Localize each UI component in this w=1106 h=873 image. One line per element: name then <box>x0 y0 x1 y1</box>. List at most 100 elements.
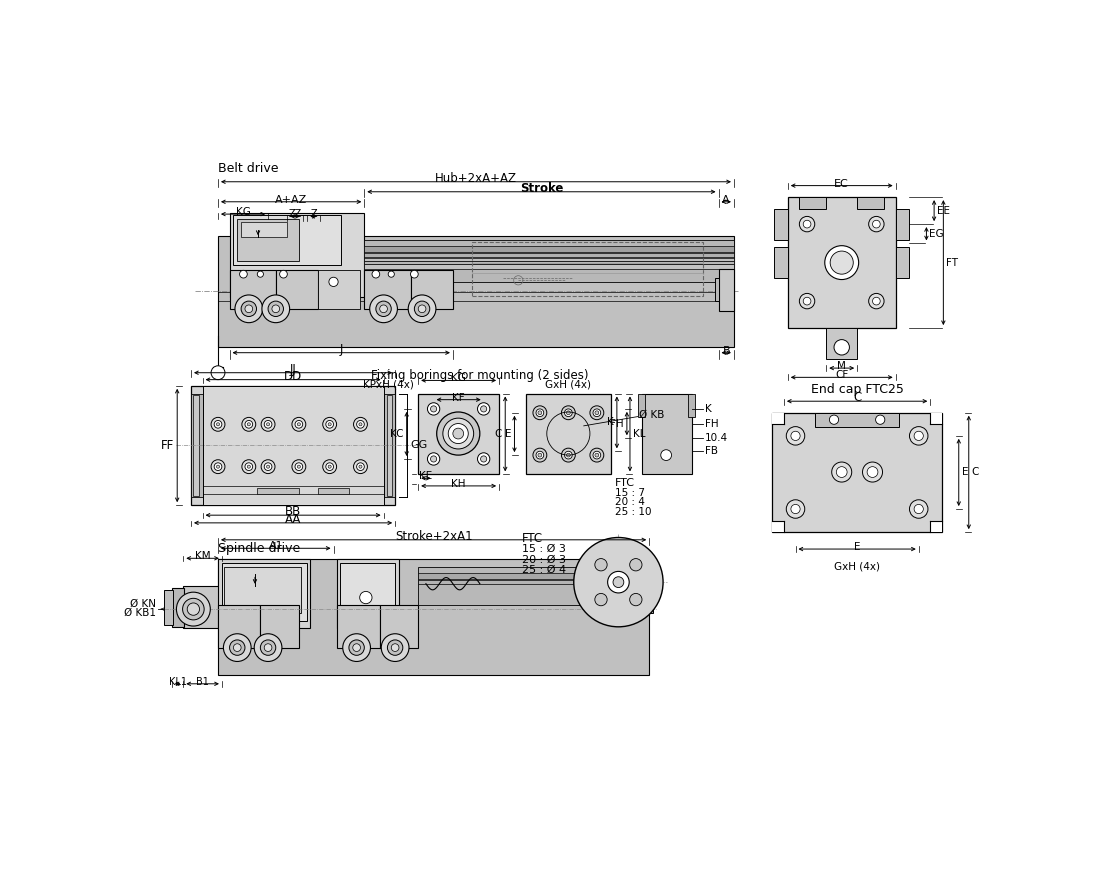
Bar <box>202 386 384 505</box>
Text: FF: FF <box>160 439 174 452</box>
Circle shape <box>241 301 257 317</box>
Circle shape <box>867 467 878 478</box>
Bar <box>800 197 826 209</box>
Circle shape <box>230 640 244 656</box>
Bar <box>260 605 299 648</box>
Circle shape <box>786 427 805 445</box>
Circle shape <box>244 421 252 428</box>
Bar <box>230 271 275 309</box>
Circle shape <box>430 456 437 462</box>
Text: DD: DD <box>284 370 302 382</box>
Text: C: C <box>853 391 862 404</box>
Circle shape <box>264 643 272 651</box>
Text: CF: CF <box>835 370 848 381</box>
Text: J: J <box>340 343 343 356</box>
Circle shape <box>295 421 303 428</box>
Circle shape <box>211 366 225 380</box>
Circle shape <box>354 417 367 431</box>
Bar <box>772 413 942 533</box>
Bar <box>526 394 611 474</box>
Bar <box>418 394 499 474</box>
Circle shape <box>244 463 252 471</box>
Circle shape <box>215 421 222 428</box>
Circle shape <box>328 465 331 468</box>
Circle shape <box>478 453 490 465</box>
Circle shape <box>825 245 858 279</box>
Circle shape <box>595 594 607 606</box>
Text: 15 : Ø 3: 15 : Ø 3 <box>522 544 566 553</box>
Circle shape <box>589 406 604 420</box>
Text: KL: KL <box>633 429 646 439</box>
Text: ZZ: ZZ <box>289 210 302 219</box>
Circle shape <box>328 423 331 426</box>
Circle shape <box>800 217 815 232</box>
Bar <box>472 242 703 296</box>
Circle shape <box>217 465 220 468</box>
Circle shape <box>418 305 426 313</box>
Text: E: E <box>962 467 969 478</box>
Circle shape <box>359 465 362 468</box>
Bar <box>774 247 787 278</box>
Text: FH: FH <box>611 418 624 429</box>
Bar <box>218 236 734 347</box>
Circle shape <box>533 406 546 420</box>
Circle shape <box>660 450 671 460</box>
Circle shape <box>909 427 928 445</box>
Circle shape <box>323 460 336 473</box>
Circle shape <box>267 423 270 426</box>
Bar <box>225 567 301 613</box>
Circle shape <box>326 421 334 428</box>
Circle shape <box>437 412 480 455</box>
Circle shape <box>629 559 641 571</box>
Circle shape <box>326 463 334 471</box>
Text: C: C <box>494 429 502 439</box>
Bar <box>275 271 319 309</box>
Circle shape <box>369 295 397 323</box>
Circle shape <box>182 598 205 620</box>
Circle shape <box>834 340 849 355</box>
Circle shape <box>356 421 364 428</box>
Circle shape <box>593 451 601 459</box>
Text: Fixing borings for mounting (2 sides): Fixing borings for mounting (2 sides) <box>372 369 588 382</box>
Circle shape <box>211 460 225 473</box>
Circle shape <box>356 463 364 471</box>
Text: A+AZ: A+AZ <box>275 195 307 205</box>
Bar <box>772 520 784 533</box>
Bar <box>418 567 649 605</box>
Bar <box>815 413 899 427</box>
Text: End cap FTC25: End cap FTC25 <box>811 383 904 396</box>
Text: FTC: FTC <box>615 478 635 488</box>
Text: A: A <box>722 195 730 205</box>
Text: KH: KH <box>451 479 466 489</box>
Circle shape <box>478 402 490 415</box>
Circle shape <box>595 411 598 415</box>
Circle shape <box>376 301 392 317</box>
Text: KM: KM <box>195 552 210 561</box>
Text: Hub+2xA+AZ: Hub+2xA+AZ <box>435 172 517 185</box>
Bar <box>337 559 399 629</box>
Circle shape <box>909 499 928 519</box>
Bar <box>930 520 942 533</box>
Bar <box>171 588 184 627</box>
Circle shape <box>415 301 430 317</box>
Text: Spindle drive: Spindle drive <box>218 542 300 554</box>
Text: Z: Z <box>310 210 316 219</box>
Bar <box>364 265 734 269</box>
Circle shape <box>353 643 361 651</box>
Bar <box>319 488 348 494</box>
Bar <box>774 209 787 239</box>
Circle shape <box>452 428 463 439</box>
Circle shape <box>800 293 815 309</box>
Bar <box>340 563 395 621</box>
Circle shape <box>863 462 883 482</box>
Bar <box>688 394 696 416</box>
Bar <box>337 605 379 648</box>
Bar <box>384 394 395 498</box>
Circle shape <box>448 423 468 443</box>
Circle shape <box>223 634 251 662</box>
Circle shape <box>562 448 575 462</box>
Text: FB: FB <box>705 446 718 457</box>
Bar <box>896 247 909 278</box>
Bar <box>930 413 942 424</box>
Circle shape <box>533 448 546 462</box>
